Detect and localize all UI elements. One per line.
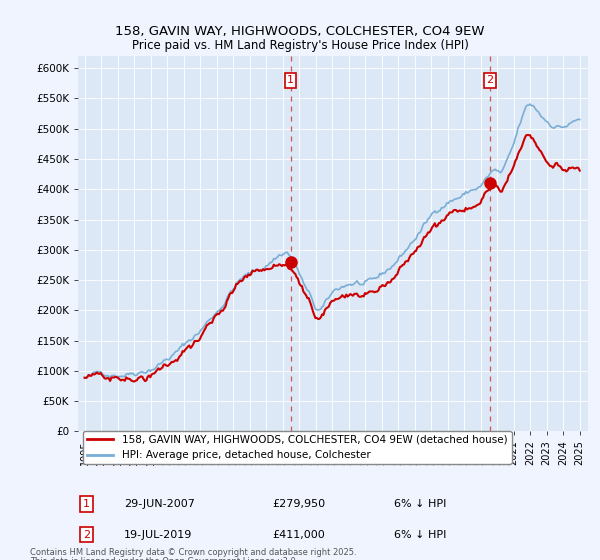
Text: 2: 2 <box>83 530 90 540</box>
Text: 158, GAVIN WAY, HIGHWOODS, COLCHESTER, CO4 9EW: 158, GAVIN WAY, HIGHWOODS, COLCHESTER, C… <box>115 25 485 38</box>
Text: £279,950: £279,950 <box>272 499 325 509</box>
Text: 19-JUL-2019: 19-JUL-2019 <box>124 530 192 540</box>
Text: £411,000: £411,000 <box>272 530 325 540</box>
Text: Contains HM Land Registry data © Crown copyright and database right 2025.: Contains HM Land Registry data © Crown c… <box>30 548 356 557</box>
Text: 6% ↓ HPI: 6% ↓ HPI <box>394 499 446 509</box>
Text: 2: 2 <box>486 76 493 85</box>
Text: 6% ↓ HPI: 6% ↓ HPI <box>394 530 446 540</box>
Text: This data is licensed under the Open Government Licence v3.0.: This data is licensed under the Open Gov… <box>30 557 298 560</box>
Text: Price paid vs. HM Land Registry's House Price Index (HPI): Price paid vs. HM Land Registry's House … <box>131 39 469 52</box>
Text: 1: 1 <box>287 76 294 85</box>
Text: 29-JUN-2007: 29-JUN-2007 <box>124 499 195 509</box>
Legend: 158, GAVIN WAY, HIGHWOODS, COLCHESTER, CO4 9EW (detached house), HPI: Average pr: 158, GAVIN WAY, HIGHWOODS, COLCHESTER, C… <box>83 431 512 464</box>
Text: 1: 1 <box>83 499 90 509</box>
